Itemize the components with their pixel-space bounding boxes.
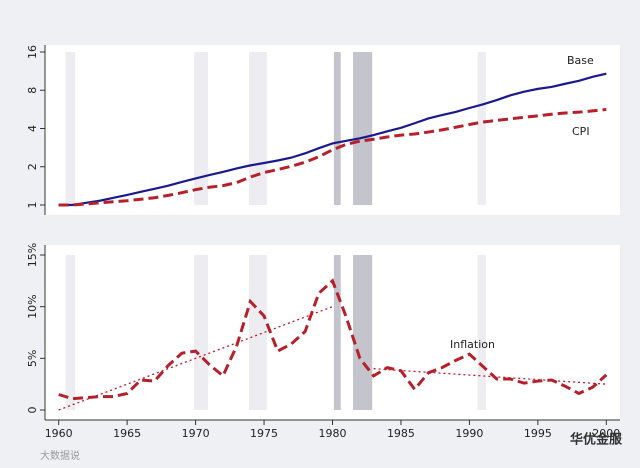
shaded-period [248, 255, 267, 410]
y-tick-label: 10% [26, 294, 39, 318]
trend-line [58, 306, 333, 411]
series-line [58, 107, 607, 207]
x-tick-label: 1990 [455, 427, 483, 440]
shaded-period [194, 255, 208, 410]
series-label: CPI [572, 125, 590, 138]
y-tick-label: 4 [26, 125, 39, 132]
series-line [58, 72, 607, 207]
x-tick-label: 1980 [319, 427, 347, 440]
series-label: Base [567, 54, 594, 67]
shaded-period [477, 255, 486, 410]
plot-area [45, 45, 620, 215]
x-tick-label: 1975 [250, 427, 278, 440]
x-tick-label: 1985 [387, 427, 415, 440]
trend-line [373, 368, 607, 385]
shaded-period [194, 52, 208, 205]
shaded-period [333, 52, 341, 205]
series-label: Inflation [450, 338, 495, 351]
y-tick-label: 8 [26, 87, 39, 94]
y-tick-label: 16 [26, 45, 39, 59]
x-tick-label: 1965 [113, 427, 141, 440]
y-tick-label: 0 [26, 407, 39, 414]
x-tick-label: 1970 [182, 427, 210, 440]
watermark: 华优金服 [570, 432, 623, 448]
x-tick-label: 1995 [524, 427, 552, 440]
x-tick-label: 2000 [592, 427, 620, 440]
x-tick-label: 1960 [45, 427, 73, 440]
shaded-period [333, 255, 341, 410]
shaded-period [477, 52, 486, 205]
series-line [58, 278, 608, 401]
y-tick-label: 5% [26, 350, 39, 367]
shaded-period [353, 255, 373, 410]
y-tick-label: 2 [26, 163, 39, 170]
plot-area [45, 245, 620, 420]
shaded-period [248, 52, 267, 205]
shaded-period [353, 52, 373, 205]
y-tick-label: 15% [26, 243, 39, 267]
shaded-period [65, 52, 76, 205]
y-tick-label: 1 [26, 202, 39, 209]
watermark: 大数据说 [40, 449, 80, 462]
shaded-period [65, 255, 76, 410]
